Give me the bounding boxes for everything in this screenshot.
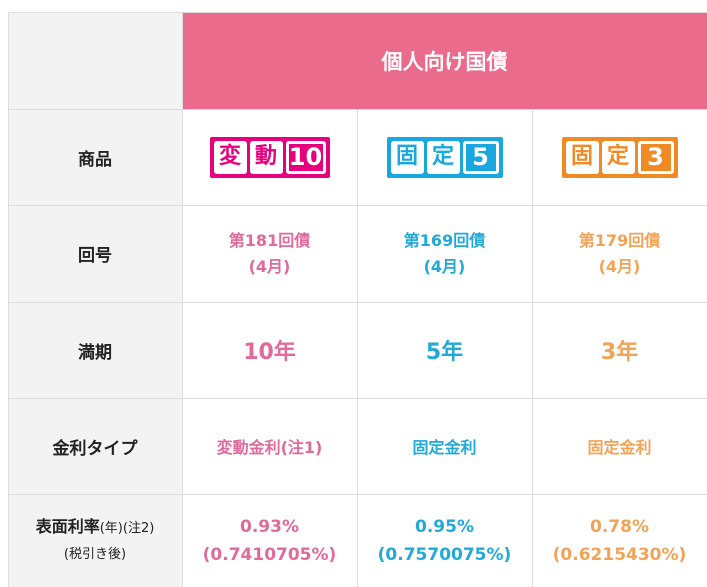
product-cell-floating10: 変 動 10 bbox=[182, 109, 357, 205]
logo-char: 固 bbox=[565, 140, 599, 174]
rate-cell-floating10: 0.93% (0.7410705%) bbox=[182, 494, 357, 587]
logo-char: 定 bbox=[601, 140, 635, 174]
grid-line bbox=[532, 109, 533, 587]
row-label-rate: 表面利率(年)(注2) (税引き後) bbox=[8, 494, 182, 587]
logo-char: 変 bbox=[213, 140, 247, 174]
rate-type-fixed5: 固定金利 bbox=[412, 438, 477, 457]
logo-number: 5 bbox=[462, 140, 499, 174]
rate-after-tax-value: (0.6215430%) bbox=[552, 544, 687, 565]
logo-number: 3 bbox=[637, 140, 674, 174]
rate-type-floating10: 変動金利(注1) bbox=[216, 438, 323, 457]
rate-type-fixed3: 固定金利 bbox=[587, 438, 652, 457]
row-label-rate-type: 金利タイプ bbox=[8, 398, 182, 494]
table-header-title: 個人向け国債 bbox=[182, 12, 707, 109]
issue-cell-fixed3: 第179回債 (4月) bbox=[532, 205, 707, 302]
rate-cell-fixed3: 0.78% (0.6215430%) bbox=[532, 494, 707, 587]
product-cell-fixed3: 固 定 3 bbox=[532, 109, 707, 205]
product-cell-fixed5: 固 定 5 bbox=[357, 109, 532, 205]
issue-month: (4月) bbox=[598, 256, 641, 276]
fixed5-logo: 固 定 5 bbox=[386, 136, 503, 178]
fixed3-logo: 固 定 3 bbox=[561, 136, 678, 178]
issue-month: (4月) bbox=[248, 256, 291, 276]
maturity-fixed5: 5年 bbox=[425, 340, 464, 365]
issue-month: (4月) bbox=[423, 256, 466, 276]
logo-char: 固 bbox=[390, 140, 424, 174]
rate-value: 0.93% bbox=[240, 516, 299, 537]
rate-cell-fixed5: 0.95% (0.7570075%) bbox=[357, 494, 532, 587]
logo-char: 動 bbox=[249, 140, 283, 174]
row-label-product: 商品 bbox=[8, 109, 182, 205]
floating10-logo: 変 動 10 bbox=[209, 136, 330, 178]
logo-number: 10 bbox=[285, 140, 326, 174]
rate-label-note: (注2) bbox=[122, 520, 155, 536]
maturity-fixed3: 3年 bbox=[600, 340, 639, 365]
issue-cell-fixed5: 第169回債 (4月) bbox=[357, 205, 532, 302]
grid-line bbox=[8, 12, 9, 587]
rate-after-tax-value: (0.7410705%) bbox=[202, 544, 337, 565]
issue-cell-floating10: 第181回債 (4月) bbox=[182, 205, 357, 302]
grid-line bbox=[357, 109, 358, 587]
rate-value: 0.78% bbox=[590, 516, 649, 537]
grid-line bbox=[182, 12, 183, 587]
rate-value: 0.95% bbox=[415, 516, 474, 537]
issue-number: 第179回債 bbox=[578, 230, 661, 250]
logo-char: 定 bbox=[426, 140, 460, 174]
grid-line bbox=[8, 12, 707, 13]
rate-after-tax-value: (0.7570075%) bbox=[377, 544, 512, 565]
rate-label-year: (年) bbox=[99, 520, 123, 536]
issue-number: 第181回債 bbox=[228, 230, 311, 250]
rate-label-main: 表面利率 bbox=[35, 516, 100, 536]
rate-label-after-tax: (税引き後) bbox=[63, 546, 127, 562]
row-label-maturity: 満期 bbox=[8, 302, 182, 398]
row-label-issue: 回号 bbox=[8, 205, 182, 302]
maturity-floating10: 10年 bbox=[243, 340, 296, 365]
header-corner-cell bbox=[8, 12, 182, 109]
issue-number: 第169回債 bbox=[403, 230, 486, 250]
